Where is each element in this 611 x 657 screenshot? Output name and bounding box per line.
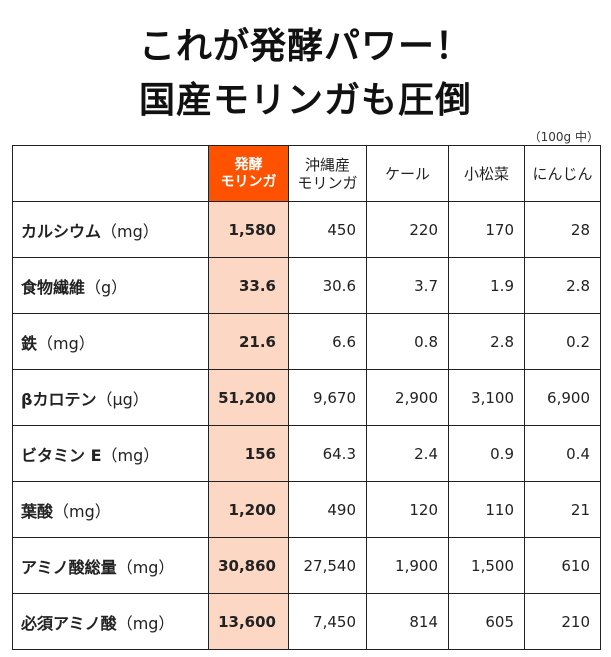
row-label: 鉄（mg） [12,313,209,370]
nutrient-name: ビタミン E [21,445,102,465]
highlight-value-cell: 21.6 [208,313,289,370]
nutrient-name: 必須アミノ酸 [21,613,117,633]
value-cell: 450 [288,201,367,258]
row-label: 必須アミノ酸（mg） [12,593,209,650]
value-cell: 1,500 [448,537,525,594]
value-cell: 6.6 [288,313,367,370]
table-row: ビタミン E（mg） 156 64.3 2.4 0.9 0.4 [12,425,601,482]
nutrient-unit: （mg） [101,445,160,465]
value-cell: 220 [366,201,449,258]
nutrient-name: 葉酸 [21,501,54,521]
value-cell: 490 [288,481,367,538]
title-line-2: 国産モリンガも圧倒 [138,79,472,121]
value-cell: 0.4 [524,425,601,482]
header-komatsuna: 小松菜 [448,145,525,202]
nutrient-name: 鉄 [21,333,38,353]
value-cell: 2.8 [448,313,525,370]
highlight-value-cell: 1,580 [208,201,289,258]
header-kale: ケール [366,145,449,202]
value-cell: 0.2 [524,313,601,370]
nutrient-unit: （mg） [116,613,175,633]
highlight-value-cell: 1,200 [208,481,289,538]
row-label: 葉酸（mg） [12,481,209,538]
row-label: βカロテン（μg） [12,369,209,426]
value-cell: 210 [524,593,601,650]
value-cell: 3.7 [366,257,449,314]
highlight-value-cell: 30,860 [208,537,289,594]
value-cell: 610 [524,537,601,594]
value-cell: 1,900 [366,537,449,594]
nutrient-unit: （mg） [101,221,159,241]
nutrient-unit: （mg） [37,333,95,353]
value-cell: 814 [366,593,449,650]
value-cell: 0.8 [366,313,449,370]
header-row: 発酵 モリンガ 沖縄産 モリンガ ケール 小松菜 にんじん [12,145,601,202]
table-row: 必須アミノ酸（mg） 13,600 7,450 814 605 210 [12,593,601,650]
value-cell: 605 [448,593,525,650]
table-row: 葉酸（mg） 1,200 490 120 110 21 [12,481,601,538]
header-empty [12,145,209,202]
value-cell: 3,100 [448,369,525,426]
header-line: 沖縄産 [304,155,350,174]
nutrient-name: 食物繊維 [21,277,86,297]
nutrient-name: カルシウム [21,221,102,241]
nutrient-name: βカロテン [21,389,97,409]
row-label: カルシウム（mg） [12,201,209,258]
value-cell: 28 [524,201,601,258]
table-row: βカロテン（μg） 51,200 9,670 2,900 3,100 6,900 [12,369,601,426]
nutrient-name: アミノ酸総量 [21,557,117,577]
header-carrot: にんじん [524,145,601,202]
value-cell: 30.6 [288,257,367,314]
unit-note: （100g 中） [528,130,599,144]
row-label: 食物繊維（g） [12,257,209,314]
nutrient-unit: （mg） [53,501,111,521]
value-cell: 120 [366,481,449,538]
value-cell: 1.9 [448,257,525,314]
highlight-value-cell: 156 [208,425,289,482]
value-cell: 64.3 [288,425,367,482]
header-line: モリンガ [297,173,358,192]
title-line-1: これが発酵パワー！ [138,25,472,67]
header-fermented-moringa: 発酵 モリンガ [208,145,289,202]
value-cell: 110 [448,481,525,538]
row-label: アミノ酸総量（mg） [12,537,209,594]
value-cell: 2.4 [366,425,449,482]
value-cell: 0.9 [448,425,525,482]
highlight-value-cell: 51,200 [208,369,289,426]
value-cell: 2,900 [366,369,449,426]
table-row: 食物繊維（g） 33.6 30.6 3.7 1.9 2.8 [12,257,601,314]
header-okinawa-moringa: 沖縄産 モリンガ [288,145,367,202]
row-label: ビタミン E（mg） [12,425,209,482]
value-cell: 170 [448,201,525,258]
table-row: アミノ酸総量（mg） 30,860 27,540 1,900 1,500 610 [12,537,601,594]
value-cell: 2.8 [524,257,601,314]
highlight-value-cell: 33.6 [208,257,289,314]
value-cell: 27,540 [288,537,367,594]
table-row: 鉄（mg） 21.6 6.6 0.8 2.8 0.2 [12,313,601,370]
value-cell: 7,450 [288,593,367,650]
nutrient-unit: （g） [85,277,128,297]
nutrient-unit: （mg） [116,557,175,577]
value-cell: 6,900 [524,369,601,426]
value-cell: 9,670 [288,369,367,426]
header-line: 発酵 [234,156,263,173]
value-cell: 21 [524,481,601,538]
table-row: カルシウム（mg） 1,580 450 220 170 28 [12,201,601,258]
nutrition-comparison-table: 発酵 モリンガ 沖縄産 モリンガ ケール 小松菜 にんじん カルシウム（mg） 1… [12,145,601,650]
highlight-value-cell: 13,600 [208,593,289,650]
nutrient-unit: （μg） [96,389,149,409]
header-line: モリンガ [220,173,277,190]
